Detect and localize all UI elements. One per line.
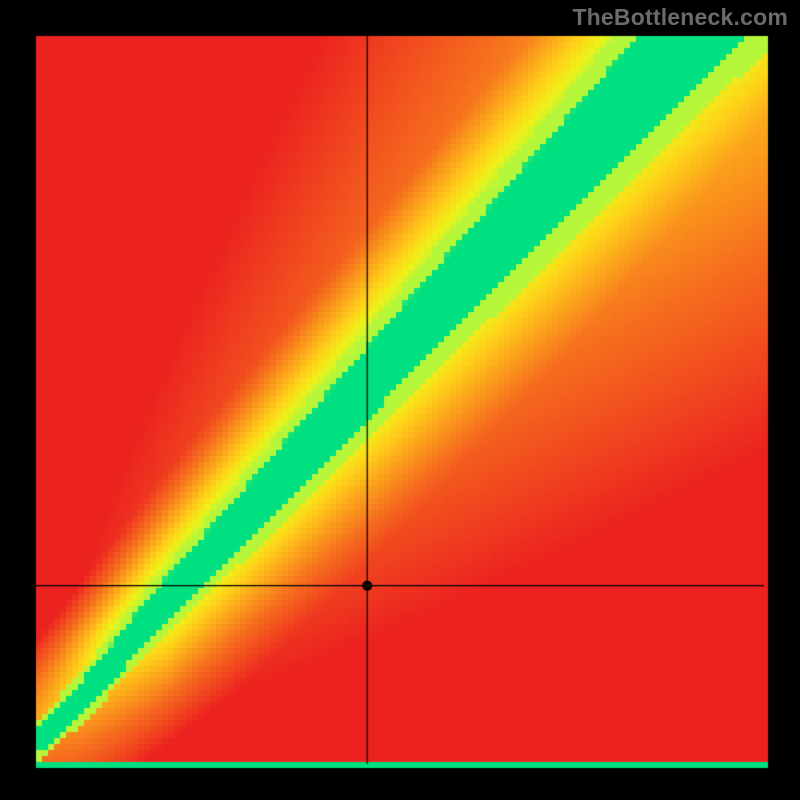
watermark-text: TheBottleneck.com	[572, 4, 788, 31]
chart-container: TheBottleneck.com	[0, 0, 800, 800]
bottleneck-heatmap	[0, 0, 800, 800]
